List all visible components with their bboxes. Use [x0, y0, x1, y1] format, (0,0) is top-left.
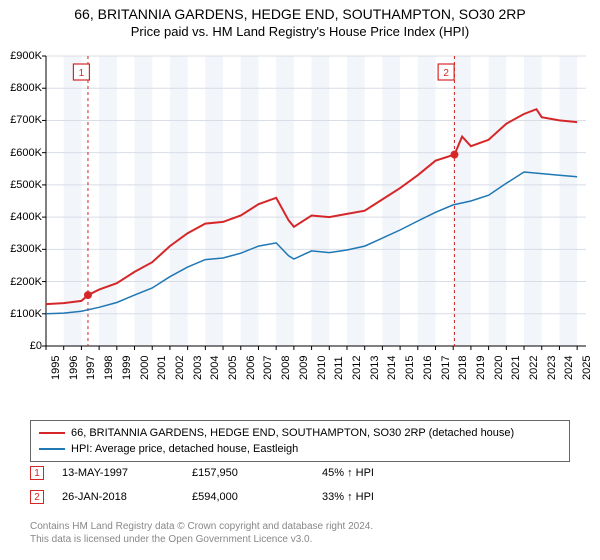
- xtick-label: 2003: [192, 356, 204, 380]
- svg-text:1: 1: [79, 68, 85, 79]
- transaction-price: £157,950: [192, 467, 322, 479]
- xtick-label: 2015: [404, 356, 416, 380]
- legend-swatch: [39, 432, 65, 434]
- ytick-label: £400K: [2, 211, 42, 223]
- ytick-label: £800K: [2, 82, 42, 94]
- transaction-date: 26-JAN-2018: [62, 491, 192, 503]
- xtick-label: 2006: [245, 356, 257, 380]
- xtick-label: 2001: [156, 356, 168, 380]
- xtick-label: 1999: [121, 356, 133, 380]
- xtick-label: 2013: [369, 356, 381, 380]
- ytick-label: £200K: [2, 276, 42, 288]
- transaction-price: £594,000: [192, 491, 322, 503]
- transaction-row: 2 26-JAN-2018 £594,000 33% ↑ HPI: [30, 490, 570, 504]
- xtick-label: 2014: [386, 356, 398, 380]
- footer-line: Contains HM Land Registry data © Crown c…: [30, 520, 570, 533]
- xtick-label: 1996: [68, 356, 80, 380]
- legend: 66, BRITANNIA GARDENS, HEDGE END, SOUTHA…: [30, 420, 570, 462]
- svg-text:2: 2: [443, 68, 449, 79]
- xtick-label: 2018: [457, 356, 469, 380]
- ytick-label: £300K: [2, 243, 42, 255]
- xtick-label: 2017: [440, 356, 452, 380]
- ytick-label: £600K: [2, 147, 42, 159]
- legend-label: HPI: Average price, detached house, East…: [71, 443, 298, 455]
- xtick-label: 2020: [493, 356, 505, 380]
- transaction-row: 1 13-MAY-1997 £157,950 45% ↑ HPI: [30, 466, 570, 480]
- xtick-label: 2021: [510, 356, 522, 380]
- xtick-label: 2004: [209, 356, 221, 380]
- xtick-label: 1997: [85, 356, 97, 380]
- xtick-label: 2010: [316, 356, 328, 380]
- legend-item: HPI: Average price, detached house, East…: [39, 441, 561, 457]
- xtick-label: 2000: [139, 356, 151, 380]
- ytick-label: £100K: [2, 308, 42, 320]
- xtick-label: 2002: [174, 356, 186, 380]
- legend-item: 66, BRITANNIA GARDENS, HEDGE END, SOUTHA…: [39, 425, 561, 441]
- xtick-label: 2011: [333, 356, 345, 380]
- xtick-label: 2025: [581, 356, 593, 380]
- ytick-label: £900K: [2, 50, 42, 62]
- transaction-marker: 2: [30, 490, 44, 504]
- ytick-label: £0: [2, 340, 42, 352]
- transaction-delta: 45% ↑ HPI: [322, 467, 452, 479]
- price-chart: 12: [0, 48, 600, 378]
- ytick-label: £700K: [2, 114, 42, 126]
- footer: Contains HM Land Registry data © Crown c…: [30, 520, 570, 546]
- transaction-delta: 33% ↑ HPI: [322, 491, 452, 503]
- xtick-label: 2008: [280, 356, 292, 380]
- legend-label: 66, BRITANNIA GARDENS, HEDGE END, SOUTHA…: [71, 427, 514, 439]
- xtick-label: 2022: [528, 356, 540, 380]
- xtick-label: 2005: [227, 356, 239, 380]
- chart-subtitle: Price paid vs. HM Land Registry's House …: [0, 22, 600, 39]
- xtick-label: 2012: [351, 356, 363, 380]
- xtick-label: 1998: [103, 356, 115, 380]
- xtick-label: 2024: [563, 356, 575, 380]
- legend-swatch: [39, 448, 65, 450]
- xtick-label: 2009: [298, 356, 310, 380]
- footer-line: This data is licensed under the Open Gov…: [30, 533, 570, 546]
- xtick-label: 2016: [422, 356, 434, 380]
- xtick-label: 2007: [262, 356, 274, 380]
- transaction-date: 13-MAY-1997: [62, 467, 192, 479]
- xtick-label: 2019: [475, 356, 487, 380]
- chart-title: 66, BRITANNIA GARDENS, HEDGE END, SOUTHA…: [0, 0, 600, 22]
- xtick-label: 1995: [50, 356, 62, 380]
- xtick-label: 2023: [546, 356, 558, 380]
- transaction-marker: 1: [30, 466, 44, 480]
- ytick-label: £500K: [2, 179, 42, 191]
